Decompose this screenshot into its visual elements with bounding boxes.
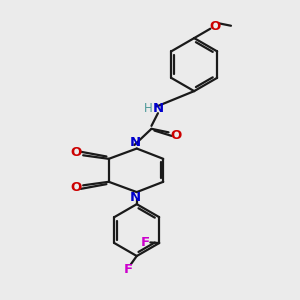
Text: O: O [170,129,181,142]
Text: N: N [130,191,141,205]
Text: F: F [140,236,150,249]
Text: N: N [130,136,141,149]
Text: H: H [144,102,153,115]
Text: F: F [124,263,133,276]
Text: O: O [70,146,81,159]
Text: N: N [152,102,164,115]
Text: O: O [70,181,81,194]
Text: O: O [209,20,220,33]
